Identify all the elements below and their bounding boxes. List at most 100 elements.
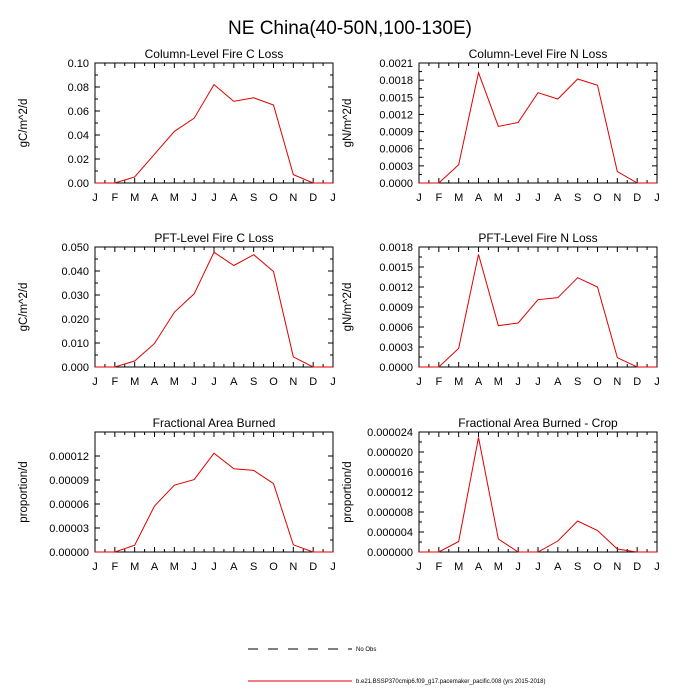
y-tick-label: 0.0021 [379, 58, 413, 70]
legend-label-model: b.e21.BSSP370cmip6.f09_g17.pacemaker_pac… [356, 679, 545, 685]
x-tick-label: J [654, 561, 660, 573]
y-tick-label: 0.00 [68, 178, 89, 190]
figure-title: NE China(40-50N,100-130E) [228, 18, 472, 39]
x-tick-label: F [435, 376, 442, 388]
x-tick-label: A [230, 376, 238, 388]
y-tick-label: 0.050 [61, 242, 89, 254]
y-tick-label: 0.0003 [379, 342, 413, 354]
x-tick-label: J [330, 376, 336, 388]
x-tick-label: M [130, 192, 139, 204]
x-tick-label: F [111, 192, 118, 204]
y-tick-label: 0.000 [61, 362, 89, 374]
plot-frame [94, 246, 334, 368]
y-tick-label: 0.000008 [367, 507, 413, 519]
y-tick-label: 0.0000 [379, 178, 413, 190]
y-axis-label: proportion/d [342, 461, 354, 522]
x-tick-label: J [416, 561, 422, 573]
y-tick-label: 0.0009 [379, 127, 413, 139]
x-tick-label: M [454, 192, 463, 204]
panel-title: Column-Level Fire C Loss [145, 47, 284, 61]
plot-frame [94, 62, 334, 184]
y-tick-label: 0.020 [61, 314, 89, 326]
panel-title: Fractional Area Burned [153, 416, 276, 430]
y-tick-label: 0.0006 [379, 322, 413, 334]
x-tick-label: S [574, 561, 581, 573]
x-tick-label: A [151, 192, 159, 204]
y-tick-label: 0.000020 [367, 447, 413, 459]
x-tick-label: A [151, 561, 159, 573]
x-tick-label: D [309, 561, 317, 573]
x-tick-label: J [191, 561, 197, 573]
series-line-1 [419, 70, 657, 184]
x-tick-label: M [454, 376, 463, 388]
x-tick-label: J [535, 376, 541, 388]
x-tick-label: D [309, 376, 317, 388]
x-tick-label: D [633, 561, 641, 573]
y-tick-label: 0.040 [61, 266, 89, 278]
x-tick-label: N [613, 561, 621, 573]
y-axis-label: proportion/d [18, 461, 30, 522]
x-tick-label: N [289, 376, 297, 388]
x-tick-label: N [289, 192, 297, 204]
y-tick-label: 0.00009 [49, 475, 89, 487]
y-tick-label: 0.0009 [379, 302, 413, 314]
x-tick-label: A [230, 561, 238, 573]
x-tick-label: S [250, 376, 257, 388]
x-tick-label: J [211, 192, 217, 204]
panel-title: PFT-Level Fire N Loss [478, 231, 597, 245]
x-tick-label: J [416, 192, 422, 204]
x-tick-label: J [416, 376, 422, 388]
x-tick-label: F [111, 376, 118, 388]
plot-frame [418, 62, 658, 184]
y-tick-label: 0.0012 [379, 109, 413, 121]
x-tick-label: N [289, 561, 297, 573]
y-tick-label: 0.0018 [379, 242, 413, 254]
y-tick-label: 0.06 [68, 106, 89, 118]
x-tick-label: M [170, 561, 179, 573]
y-tick-label: 0.000004 [367, 527, 413, 539]
x-tick-label: S [574, 192, 581, 204]
x-tick-label: F [111, 561, 118, 573]
x-tick-label: M [130, 561, 139, 573]
x-tick-label: F [435, 561, 442, 573]
x-tick-label: J [330, 192, 336, 204]
x-tick-label: N [613, 192, 621, 204]
y-axis-label: gN/m^2/d [342, 283, 354, 332]
plot-frame [94, 431, 334, 553]
y-tick-label: 0.030 [61, 290, 89, 302]
x-tick-label: O [269, 192, 278, 204]
x-tick-label: J [654, 376, 660, 388]
x-tick-label: M [494, 561, 503, 573]
x-tick-label: A [475, 561, 483, 573]
x-tick-label: J [92, 561, 98, 573]
x-tick-label: O [269, 376, 278, 388]
y-tick-label: 0.02 [68, 154, 89, 166]
y-tick-label: 0.0018 [379, 75, 413, 87]
y-tick-label: 0.010 [61, 338, 89, 350]
series-line-1 [419, 254, 657, 368]
x-tick-label: J [515, 192, 521, 204]
y-tick-label: 0.000016 [367, 467, 413, 479]
y-axis-label: gC/m^2/d [18, 99, 30, 148]
x-tick-label: A [554, 561, 562, 573]
y-tick-label: 0.0000 [379, 362, 413, 374]
x-tick-label: A [475, 192, 483, 204]
y-tick-label: 0.08 [68, 82, 89, 94]
y-tick-label: 0.00003 [49, 523, 89, 535]
series-line-1 [95, 83, 333, 184]
x-tick-label: J [92, 376, 98, 388]
plot-frame [418, 246, 658, 368]
x-tick-label: J [535, 192, 541, 204]
x-tick-label: J [535, 561, 541, 573]
plot-frame [418, 431, 658, 553]
x-tick-label: O [593, 192, 602, 204]
y-axis-label: gN/m^2/d [342, 99, 354, 148]
y-tick-label: 0.000000 [367, 547, 413, 559]
y-tick-label: 0.10 [68, 58, 89, 70]
